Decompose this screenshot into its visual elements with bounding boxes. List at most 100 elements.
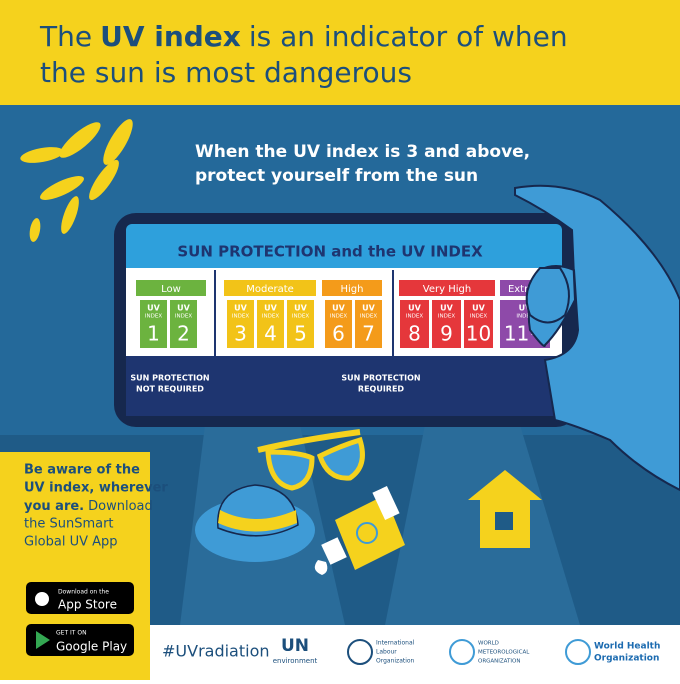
uv-tile (325, 300, 352, 348)
tile-value: 9 (440, 322, 453, 346)
ilo-text: Labour (376, 649, 397, 656)
hat (195, 484, 315, 562)
level-label: High (341, 284, 364, 295)
uv-tile (287, 300, 314, 348)
button-big: Google Play (56, 640, 127, 654)
button-small: GET IT ON (56, 630, 87, 637)
tile-bottom: INDEX (360, 314, 377, 320)
footer-label: NOT REQUIRED (136, 385, 204, 394)
subtitle: protect yourself from the sun (195, 166, 478, 186)
app-text: Be aware of the (24, 463, 140, 478)
button-bg (26, 624, 134, 656)
wmo-text: ORGANIZATION (478, 659, 520, 665)
wmo-text: WORLD (478, 641, 499, 647)
ilo-text: Organization (376, 658, 415, 665)
subtitle: When the UV index is 3 and above, (195, 142, 530, 162)
hashtag: #UVradiation (162, 642, 270, 661)
tile-value: 2 (177, 322, 190, 346)
button-big: App Store (58, 598, 117, 612)
tile-bottom: INDEX (330, 314, 347, 320)
tile-bottom: INDEX (516, 314, 533, 320)
tile-value: 10 (466, 322, 491, 346)
app-text-normal: Download (88, 499, 153, 514)
house (468, 470, 542, 548)
tile-top: UV (147, 304, 160, 313)
tile-bottom: INDEX (470, 314, 487, 320)
title-text: is an indicator of when (249, 20, 568, 53)
level-header (224, 280, 316, 296)
uv-tile (257, 300, 284, 348)
app-text: the SunSmart (24, 517, 114, 532)
tile-value: 3 (234, 322, 247, 346)
thumb (525, 267, 570, 324)
wmo-emblem (449, 639, 475, 665)
tile-top: UV (264, 304, 277, 313)
app-text: you are. Download (24, 499, 153, 514)
footer-panel (126, 356, 562, 416)
who-text: Organization (594, 654, 659, 664)
uv-tile (170, 300, 197, 348)
who-emblem (565, 639, 591, 665)
footer-label: SUN PROTECTION (341, 374, 420, 383)
uv-tile (400, 300, 429, 348)
tile-bottom: INDEX (406, 314, 423, 320)
tile-top: UV (177, 304, 190, 313)
hand (514, 184, 680, 492)
tile-top: UV (294, 304, 307, 313)
footer-band (150, 625, 680, 680)
wmo-text: METEOROLOGICAL (478, 650, 530, 656)
level-label: Moderate (246, 284, 294, 295)
level-header (136, 280, 206, 296)
button-small: Download on the (58, 589, 109, 596)
footer-label: SUN PROTECTION (130, 374, 209, 383)
sunscreen (314, 486, 405, 575)
tile-bottom: INDEX (145, 314, 162, 320)
un-sub: environment (273, 657, 318, 665)
uv-tile (227, 300, 254, 348)
app-store-button[interactable]: Download on the App Store (26, 582, 134, 614)
footer-label: REQUIRED (358, 385, 405, 394)
uv-tile (464, 300, 493, 348)
tile-top: UV (332, 304, 345, 313)
tile-value: 4 (264, 322, 277, 346)
tile-value: 7 (362, 322, 375, 346)
tile-top: UV (408, 304, 421, 313)
tile-top: UV (519, 304, 532, 313)
tile-top: UV (440, 304, 453, 313)
ilo-emblem (347, 639, 373, 665)
tile-top: UV (234, 304, 247, 313)
tile-top: UV (472, 304, 485, 313)
title-emphasis: UV index (100, 20, 241, 53)
google-play-button[interactable]: GET IT ON Google Play (26, 624, 134, 656)
tile-value: 8 (408, 322, 421, 346)
un-logo: UN (281, 636, 309, 656)
button-bg (26, 582, 134, 614)
tile-bottom: INDEX (438, 314, 455, 320)
tile-value: 6 (332, 322, 345, 346)
app-text: UV index, wherever (24, 481, 168, 496)
sunglasses (257, 429, 365, 491)
title: The UV index is an indicator of when (39, 20, 568, 53)
title: the sun is most dangerous (40, 56, 412, 89)
level-label: Low (161, 284, 181, 295)
title-text: The (39, 20, 92, 53)
tile-top: UV (362, 304, 375, 313)
app-text-bold: you are. (24, 499, 84, 514)
uv-tile (140, 300, 167, 348)
apple-icon (35, 592, 49, 606)
tile-bottom: INDEX (262, 314, 279, 320)
level-label: Very High (423, 284, 471, 295)
tile-bottom: INDEX (175, 314, 192, 320)
tile-bottom: INDEX (292, 314, 309, 320)
level-header (322, 280, 382, 296)
tile-bottom: INDEX (232, 314, 249, 320)
uv-tile (355, 300, 382, 348)
sun-rays (20, 119, 133, 242)
level-header (399, 280, 495, 296)
app-text: Global UV App (24, 535, 118, 550)
tile-value: 1 (147, 322, 160, 346)
play-icon (36, 631, 50, 649)
who-text: World Health (594, 642, 660, 652)
phone-heading: SUN PROTECTION and the UV INDEX (177, 243, 483, 261)
